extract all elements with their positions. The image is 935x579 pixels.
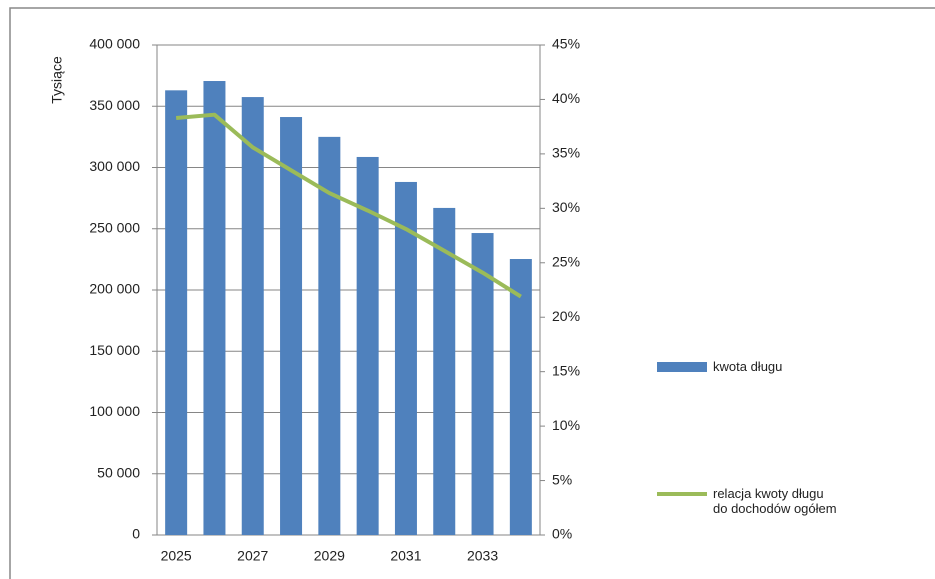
y2-tick-label: 0%	[552, 526, 572, 542]
bar	[165, 90, 188, 535]
x-tick-label: 2029	[314, 548, 345, 564]
y-tick-label: 200 000	[89, 281, 140, 297]
bar	[394, 181, 417, 535]
y2-tick-label: 40%	[552, 90, 580, 106]
bar	[203, 81, 226, 535]
y-axis-label: Tysiące	[49, 56, 65, 104]
y-tick-label: 0	[132, 526, 140, 542]
y2-tick-label: 35%	[552, 145, 580, 161]
legend-label: kwota długu	[713, 359, 783, 374]
y2-tick-label: 5%	[552, 471, 572, 487]
bar	[509, 259, 532, 535]
x-tick-label: 2027	[237, 548, 268, 564]
bar	[318, 136, 341, 535]
bar	[433, 207, 456, 536]
y-tick-label: 150 000	[89, 342, 140, 358]
legend-swatch	[657, 362, 707, 372]
y2-tick-label: 25%	[552, 253, 580, 269]
y2-tick-label: 20%	[552, 308, 580, 324]
bar	[241, 97, 264, 535]
y2-tick-label: 30%	[552, 199, 580, 215]
x-tick-label: 2031	[390, 548, 421, 564]
y-tick-label: 350 000	[89, 97, 140, 113]
y-tick-label: 100 000	[89, 403, 140, 419]
x-tick-label: 2033	[467, 548, 498, 564]
legend-item: relacja kwoty długu do dochodów ogółem	[657, 486, 837, 516]
legend-label: relacja kwoty długu do dochodów ogółem	[713, 486, 837, 516]
x-tick-label: 2025	[161, 548, 192, 564]
y-tick-label: 400 000	[89, 36, 140, 52]
y-tick-label: 50 000	[97, 464, 140, 480]
y2-tick-label: 10%	[552, 417, 580, 433]
bar	[356, 156, 379, 535]
frame	[9, 7, 935, 579]
y-tick-label: 250 000	[89, 219, 140, 235]
y2-tick-label: 45%	[552, 36, 580, 52]
y2-tick-label: 15%	[552, 362, 580, 378]
legend-swatch	[657, 492, 707, 496]
bar	[471, 233, 494, 535]
line	[175, 112, 522, 299]
bar	[280, 117, 303, 535]
y-tick-label: 300 000	[89, 158, 140, 174]
legend-item: kwota długu	[657, 359, 877, 374]
